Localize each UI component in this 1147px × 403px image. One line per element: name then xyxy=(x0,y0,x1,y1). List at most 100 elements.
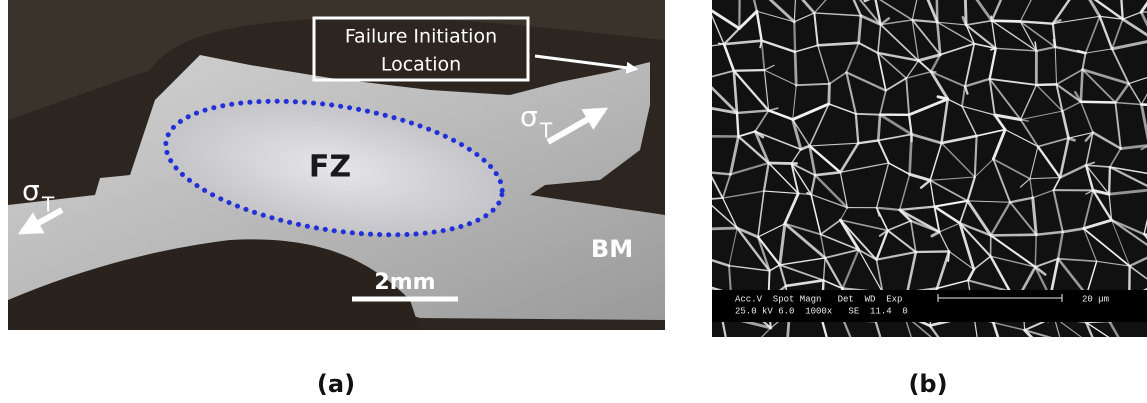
dimple-ridge xyxy=(696,79,703,105)
stress-symbol: σ xyxy=(22,174,40,207)
dimple-ridge xyxy=(751,375,780,378)
dimple-ridge xyxy=(698,229,705,256)
dimple-ridge xyxy=(709,340,727,348)
databar-header: Acc.V Spot Magn Det WD Exp xyxy=(735,294,902,304)
dimple-ridge xyxy=(856,114,880,115)
dimple-ridge xyxy=(874,350,884,377)
dimple-ridge xyxy=(1116,348,1124,378)
dimple-ridge xyxy=(1081,102,1116,103)
dimple-ridge xyxy=(699,316,710,340)
dimple-ridge xyxy=(1058,341,1061,384)
panel-a: Failure Initiation Location σ T σ T FZ B… xyxy=(8,0,665,330)
dimple-ridge xyxy=(949,352,980,357)
dimple-ridge xyxy=(998,371,1019,387)
dimple-ridge xyxy=(948,251,949,261)
dimple-ridge xyxy=(1040,341,1060,347)
dimple-ridge xyxy=(1069,138,1075,140)
dimple-ridge xyxy=(1081,70,1083,102)
dimple-ridge xyxy=(794,22,795,52)
scale-label: 2mm xyxy=(374,270,435,295)
dimple-ridge xyxy=(795,52,796,85)
dimple-ridge xyxy=(1081,349,1098,370)
dimple-ridge xyxy=(878,115,880,141)
dimple-ridge xyxy=(831,352,858,355)
dimple-ridge xyxy=(831,352,841,380)
dimple-ridge xyxy=(961,357,980,386)
dimple-ridge xyxy=(726,375,750,377)
dimple-ridge xyxy=(961,386,998,388)
dimple-ridge xyxy=(692,49,703,80)
dimple-ridge xyxy=(728,344,755,347)
dimple-ridge xyxy=(691,0,709,10)
dimple-ridge xyxy=(780,377,831,383)
dimple-ridge xyxy=(1081,370,1117,378)
dimple-ridge xyxy=(780,348,787,377)
dimple-ridge xyxy=(980,353,1003,357)
stress-symbol: σ xyxy=(520,100,538,133)
callout-text: Failure Initiation xyxy=(345,26,497,48)
dimple-ridge xyxy=(698,251,705,256)
dimple-ridge xyxy=(697,374,726,377)
dimple-ridge xyxy=(858,350,884,355)
dimple-ridge xyxy=(1061,341,1098,350)
dimple-ridge xyxy=(787,339,790,348)
dimple-ridge xyxy=(916,251,949,252)
dimple-ridge xyxy=(705,172,710,199)
panel-b: Acc.V Spot Magn Det WD Exp 25.0 kV 6.0 1… xyxy=(691,0,1147,389)
dimple-ridge xyxy=(1058,370,1081,383)
zone-label: FZ xyxy=(309,150,351,185)
dimple-ridge xyxy=(1116,374,1125,378)
dimple-ridge xyxy=(737,113,738,137)
dimple-ridge xyxy=(719,43,724,44)
dimple-ridge xyxy=(728,347,751,375)
dimple-ridge xyxy=(1019,371,1058,383)
figure: Failure Initiation Location σ T σ T FZ B… xyxy=(0,0,1147,403)
dimple-ridge xyxy=(874,377,902,381)
dimple-ridge xyxy=(914,345,950,352)
dimple-ridge xyxy=(1140,378,1147,389)
dimple-ridge xyxy=(787,348,831,352)
dimple-ridge xyxy=(755,344,787,348)
dimple-ridge xyxy=(751,344,755,374)
dimple-ridge xyxy=(700,136,709,172)
dimple-ridge xyxy=(693,256,698,282)
dimple-ridge xyxy=(992,21,1020,22)
dimple-ridge xyxy=(726,347,727,376)
dimple-ridge xyxy=(830,380,841,383)
caption: (a) xyxy=(317,370,355,398)
dimple-ridge xyxy=(787,348,830,383)
dimple-ridge xyxy=(1133,378,1140,387)
sem-scale-label: 20 µm xyxy=(1082,294,1109,304)
dimple-ridge xyxy=(1019,347,1040,371)
dimple-ridge xyxy=(841,377,874,380)
dimple-ridge xyxy=(721,347,728,353)
dimple-ridge xyxy=(739,0,740,29)
dimple-ridge xyxy=(1054,40,1055,47)
dimple-ridge xyxy=(1035,235,1036,267)
dimple-ridge xyxy=(807,193,811,194)
dimple-ridge xyxy=(1109,167,1110,194)
dimple-ridge xyxy=(991,235,1036,236)
dimple-ridge xyxy=(930,326,931,328)
dimple-ridge xyxy=(1098,348,1125,349)
dimple-ridge xyxy=(996,387,998,388)
dimple-ridge xyxy=(1003,347,1040,353)
callout-text: Location xyxy=(381,54,461,76)
caption: (b) xyxy=(908,370,947,398)
dimple-ridge xyxy=(705,228,737,229)
dimple-ridge xyxy=(1000,353,1003,357)
dimple-ridge xyxy=(936,0,937,22)
dimple-ridge xyxy=(734,70,765,71)
dimple-ridge xyxy=(841,355,858,379)
dimple-ridge xyxy=(726,377,727,380)
dimple-ridge xyxy=(1140,356,1147,378)
dimple-ridge xyxy=(829,84,830,104)
dimple-ridge xyxy=(694,306,698,316)
dimple-ridge xyxy=(693,282,699,315)
base-label: BM xyxy=(591,235,633,263)
dimple-ridge xyxy=(697,340,710,374)
dimple-ridge xyxy=(692,10,709,48)
dimple-ridge xyxy=(709,340,726,377)
dimple-ridge xyxy=(980,357,998,387)
dimple-ridge xyxy=(696,105,701,136)
